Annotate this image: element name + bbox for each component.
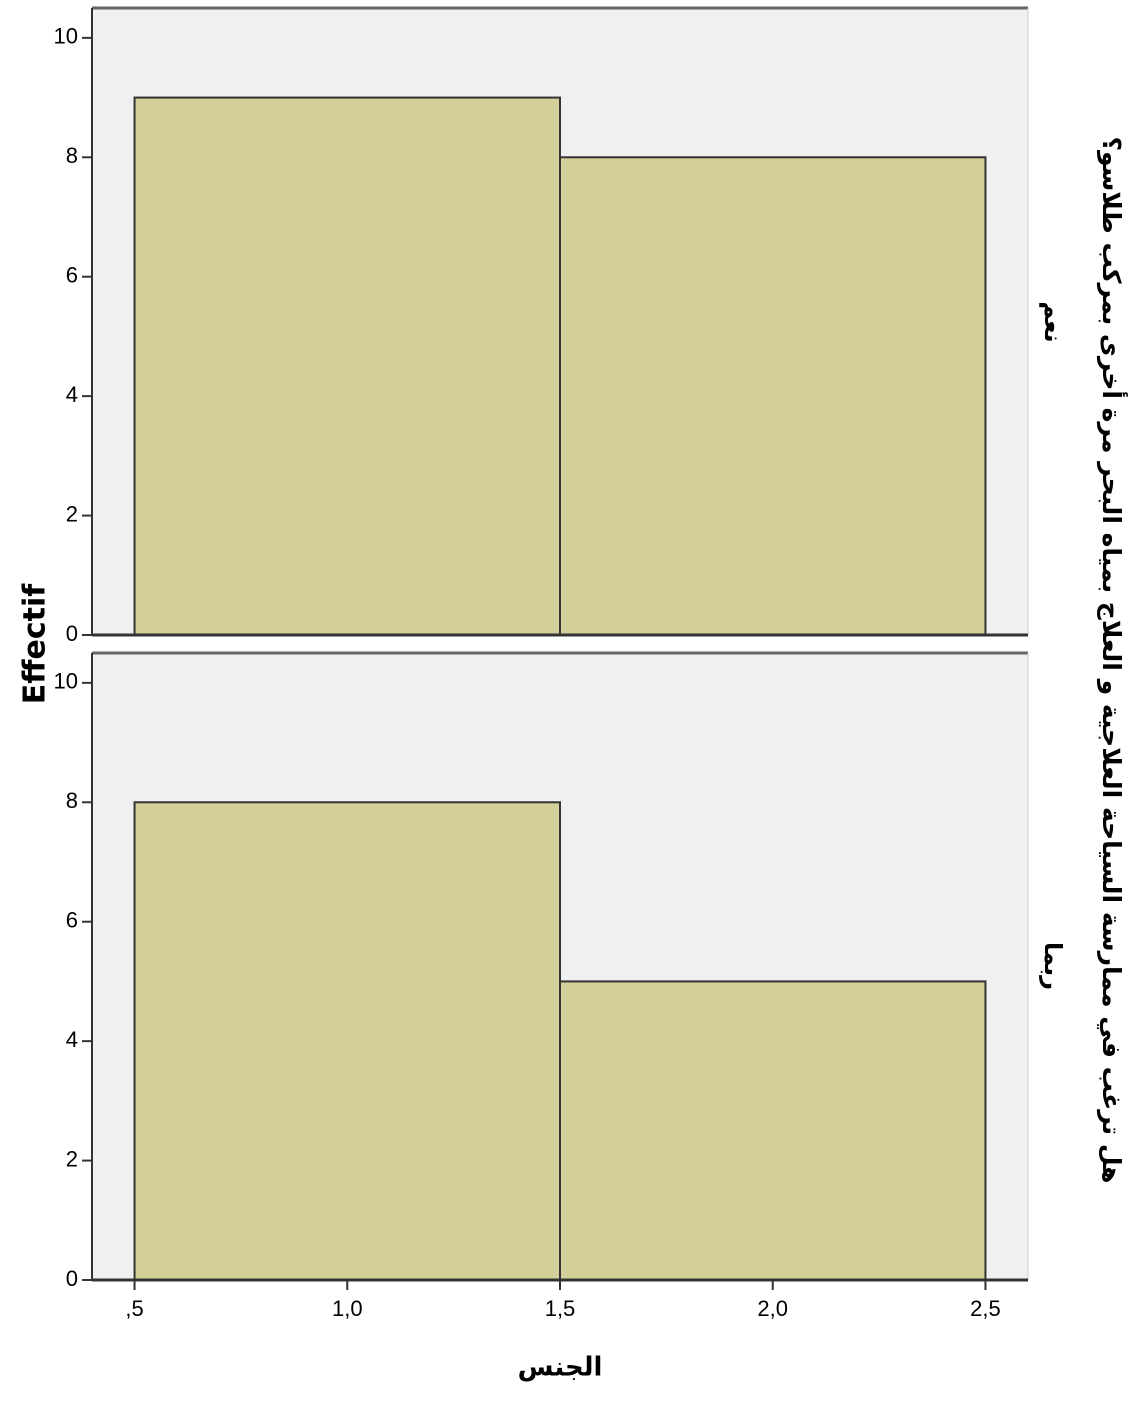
x-tick-label: 2,5	[970, 1296, 1001, 1321]
histogram-bar	[559, 980, 987, 1282]
y-tick-label: 10	[54, 669, 78, 694]
y-tick-label: 4	[66, 382, 78, 407]
y-tick-label: 10	[54, 24, 78, 49]
y-tick-label: 0	[66, 1266, 78, 1291]
y-tick-label: 8	[66, 143, 78, 168]
panel-maybe: 0 2 4 6 8 10 ربما	[54, 651, 1067, 1291]
y-axis: 0 2 4 6 8 10	[54, 669, 92, 1291]
y-tick-label: 8	[66, 788, 78, 813]
y-tick-label: 0	[66, 621, 78, 646]
x-axis-title: الجنس	[518, 1353, 603, 1383]
histogram-bar	[133, 96, 562, 637]
y-axis-title: Effectif	[18, 583, 53, 705]
group-variable-title: هل ترغب في ممارسة السياحة العلاجية و الع…	[1096, 137, 1128, 1184]
y-tick-label: 2	[66, 1146, 78, 1171]
y-tick-label: 2	[66, 501, 78, 526]
y-tick-label: 4	[66, 1027, 78, 1052]
bars	[133, 96, 987, 637]
bars	[133, 801, 987, 1282]
x-tick-label: 1,0	[332, 1296, 363, 1321]
y-tick-label: 6	[66, 263, 78, 288]
histogram-bar	[559, 156, 987, 637]
y-tick-label: 6	[66, 908, 78, 933]
panel-yes: 0 2 4 6 8 10 نعم	[54, 6, 1067, 646]
x-tick-label: 1,5	[545, 1296, 576, 1321]
histogram-bar	[133, 801, 562, 1281]
y-axis: 0 2 4 6 8 10	[54, 24, 92, 646]
x-tick-label: ,5	[125, 1296, 143, 1321]
x-axis: ,5 1,0 1,5 2,0 2,5	[125, 1280, 1001, 1321]
x-tick-label: 2,0	[757, 1296, 788, 1321]
panel-label-yes: نعم	[1039, 301, 1067, 342]
panel-label-maybe: ربما	[1039, 942, 1067, 990]
